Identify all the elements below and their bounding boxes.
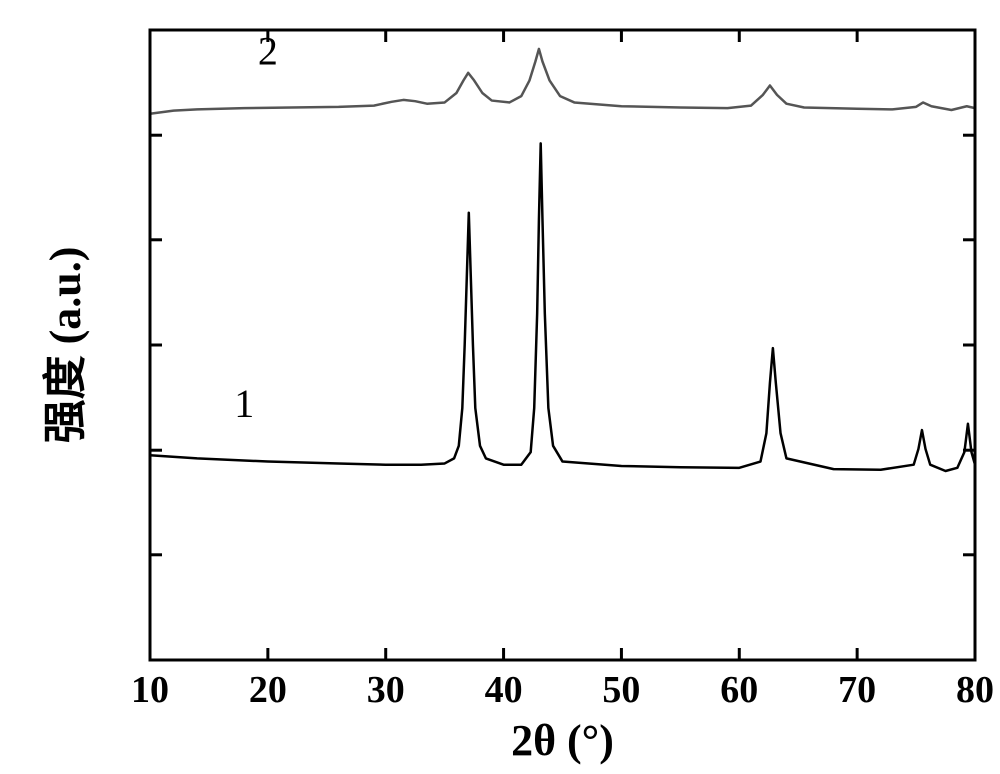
xtick-label: 40: [485, 669, 523, 711]
xtick-label: 20: [249, 669, 287, 711]
series-label-1: 1: [234, 381, 254, 426]
xtick-label: 30: [367, 669, 405, 711]
y-axis-label: 强度 (a.u.): [41, 247, 90, 444]
chart-svg: 1210203040506070802θ (°)强度 (a.u.): [0, 0, 1000, 774]
x-axis-label: 2θ (°): [511, 716, 614, 765]
xtick-label: 80: [956, 669, 994, 711]
xtick-label: 70: [838, 669, 876, 711]
xtick-label: 60: [720, 669, 758, 711]
xtick-label: 10: [131, 669, 169, 711]
xtick-label: 50: [602, 669, 640, 711]
xrd-chart: 1210203040506070802θ (°)强度 (a.u.): [0, 0, 1000, 774]
